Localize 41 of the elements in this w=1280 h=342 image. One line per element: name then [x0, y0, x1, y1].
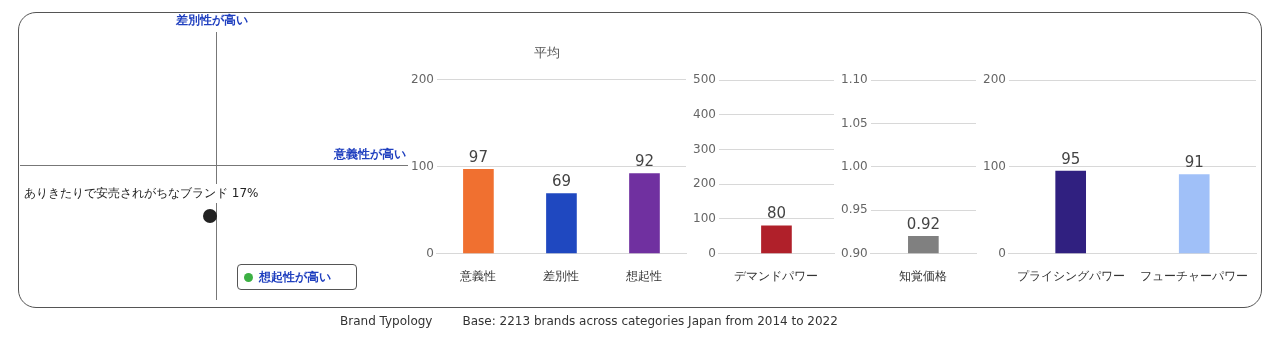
chart-title: 平均 — [534, 45, 560, 61]
y-tick-label: 0 — [426, 245, 434, 260]
x-tick-label: プライシングパワー — [1016, 268, 1125, 283]
y-tick-label: 0 — [998, 245, 1006, 260]
y-tick-label: 1.10 — [841, 72, 868, 87]
y-tick-label: 0.90 — [841, 245, 868, 260]
x-tick-label: 知覚価格 — [899, 268, 948, 283]
bar — [629, 173, 660, 254]
y-tick-label: 100 — [693, 211, 716, 226]
x-tick-label: 意義性 — [459, 268, 497, 283]
y-tick-label: 0 — [708, 245, 716, 260]
text: 意義性が高い — [334, 146, 406, 163]
x-tick-label: デマンドパワー — [734, 268, 819, 283]
data-label: 92 — [634, 151, 655, 170]
y-tick-label: 1.00 — [841, 158, 868, 173]
y-tick-label: 100 — [411, 158, 434, 173]
y-tick-label: 400 — [693, 106, 716, 121]
y-tick-label: 200 — [411, 71, 434, 86]
text: 差別性が高い — [176, 12, 248, 29]
data-label: 91 — [1184, 153, 1204, 171]
x-tick-label: 差別性 — [543, 268, 580, 283]
text: Brand Typology — [340, 314, 433, 328]
x-tick-label: フューチャーパワー — [1140, 268, 1249, 283]
x-tick-label: 想起性 — [625, 268, 663, 283]
data-label: 95 — [1061, 149, 1081, 168]
y-tick-label: 0.95 — [841, 202, 868, 217]
text: Base: 2213 brands across categories Japan from 2014 to 2022 — [462, 314, 838, 328]
data-label: 97 — [468, 147, 488, 166]
text: 想起性が高い — [259, 268, 331, 286]
text: ありきたりで安売されがちなブランド 17% — [22, 184, 261, 203]
bar — [463, 168, 494, 254]
y-tick-label: 300 — [693, 141, 716, 156]
data-label: 69 — [551, 171, 571, 190]
y-tick-label: 200 — [693, 176, 716, 191]
y-tick-label: 500 — [693, 72, 716, 87]
y-tick-label: 1.05 — [841, 115, 868, 130]
bar — [546, 193, 577, 254]
data-label: 0.92 — [906, 214, 941, 233]
y-tick-label: 200 — [983, 72, 1006, 87]
y-tick-label: 100 — [983, 158, 1006, 173]
data-label: 80 — [766, 204, 786, 223]
